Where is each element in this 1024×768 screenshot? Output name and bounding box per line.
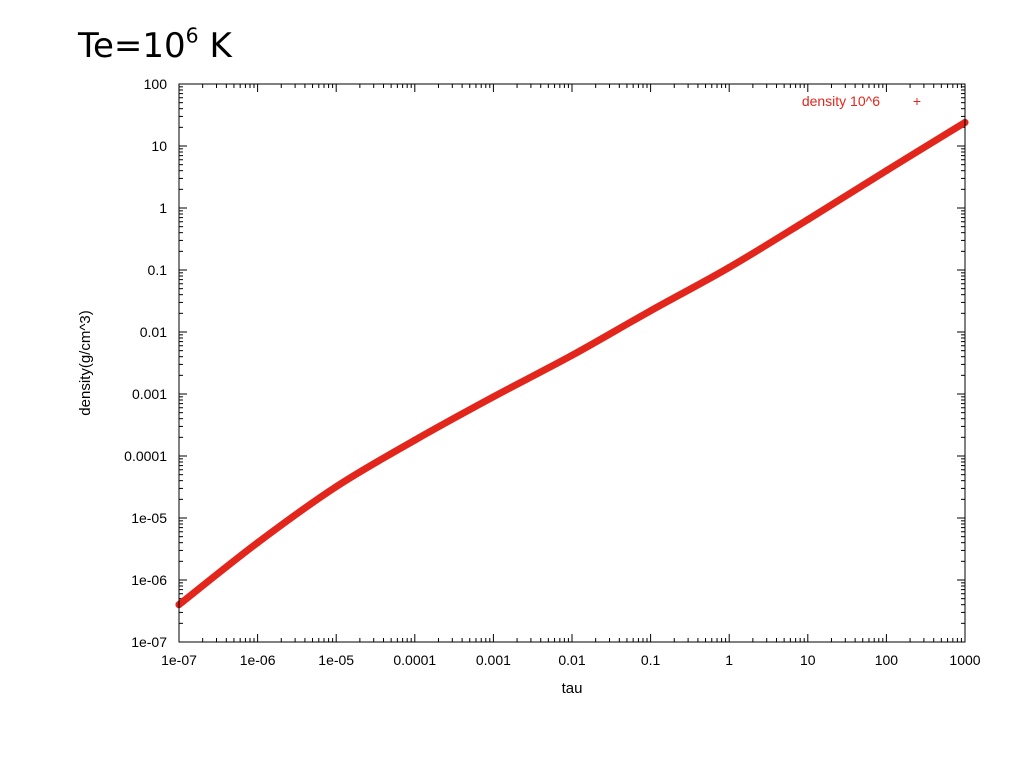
y-tick-label: 0.1 — [148, 262, 168, 278]
legend: density 10^6 + — [802, 93, 921, 109]
y-tick-label: 1e-06 — [131, 572, 167, 588]
x-tick-label: 1000 — [949, 652, 980, 668]
y-tick-label: 1e-07 — [131, 634, 167, 650]
x-tick-label: 0.1 — [641, 652, 661, 668]
data-point — [254, 539, 262, 547]
y-tick-label: 1e-05 — [131, 510, 167, 526]
x-tick-label: 100 — [875, 652, 899, 668]
data-point — [647, 307, 655, 315]
x-axis-title: tau — [562, 680, 583, 697]
x-tick-label: 10 — [800, 652, 816, 668]
y-tick-label: 1 — [159, 200, 167, 216]
x-tick-label: 0.01 — [558, 652, 585, 668]
data-point — [411, 436, 419, 444]
x-tick-label: 1 — [725, 652, 733, 668]
data-point — [725, 263, 733, 271]
y-axis-title: density(g/cm^3) — [77, 310, 94, 415]
series-line — [175, 118, 969, 609]
data-point — [804, 216, 812, 224]
tick-labels: 1e-07 1e-06 1e-05 0.0001 0.001 0.01 0.1 1 10 100 1… — [124, 76, 981, 668]
legend-label: density 10^6 — [802, 93, 880, 109]
y-tick-label: 0.001 — [132, 386, 167, 402]
x-tick-label: 1e-06 — [240, 652, 276, 668]
data-point — [568, 351, 576, 359]
x-tick-label: 1e-05 — [318, 652, 354, 668]
plot-frame — [178, 83, 966, 643]
slide-title: Te=106 K — [78, 26, 232, 67]
slide-title-exponent: 6 — [185, 23, 199, 48]
y-tick-label: 0.01 — [140, 324, 167, 340]
slide-title-base: Te=10 — [78, 26, 186, 66]
y-tick-label: 100 — [144, 76, 168, 92]
legend-marker: + — [913, 93, 921, 109]
slide-title-unit: K — [198, 26, 232, 66]
data-point — [489, 393, 497, 401]
y-tick-label: 10 — [151, 138, 167, 154]
y-tick-label: 0.0001 — [124, 448, 167, 464]
data-point — [882, 167, 890, 175]
data-point — [332, 483, 340, 491]
x-tick-label: 0.001 — [476, 652, 511, 668]
x-tick-label: 1e-07 — [161, 652, 197, 668]
series-group — [175, 118, 969, 609]
x-tick-label: 0.0001 — [393, 652, 436, 668]
axis-ticks — [178, 83, 966, 643]
